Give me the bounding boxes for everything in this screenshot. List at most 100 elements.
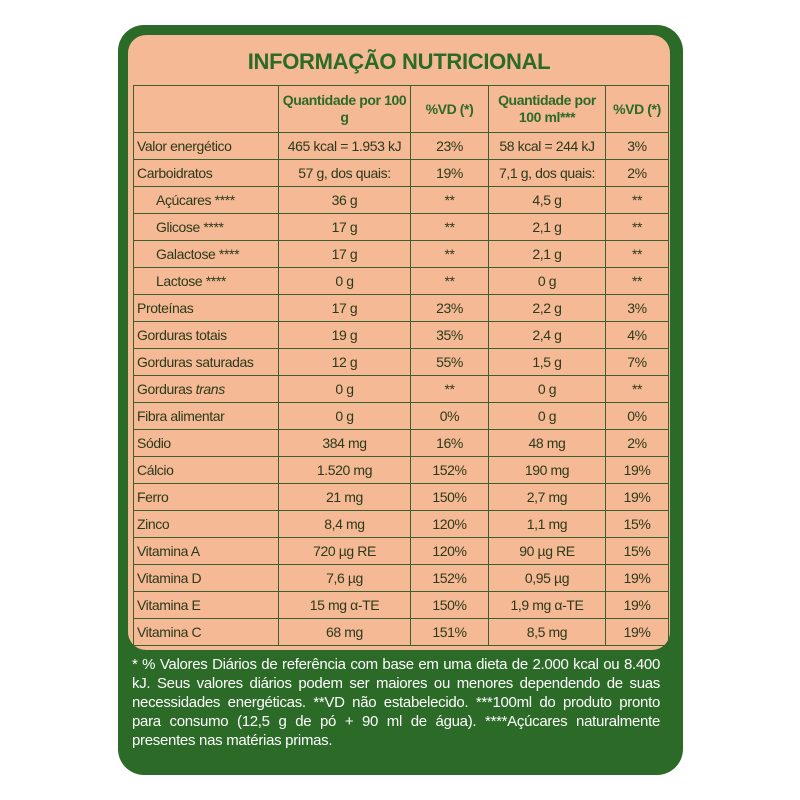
- value-cell: 0 g: [278, 267, 411, 295]
- value-cell: 15 mg α-TE: [278, 591, 411, 619]
- header-cell: %VD (*): [410, 85, 489, 133]
- value-cell: 1,5 g: [488, 348, 606, 376]
- label-italic: trans: [195, 381, 226, 397]
- row-label: Valor energético: [133, 132, 279, 160]
- value-cell: **: [410, 375, 489, 403]
- label-text: Gorduras: [137, 381, 193, 397]
- footnotes: * % Valores Diários de referência com ba…: [132, 655, 660, 750]
- table-row: Ferro 21 mg 150% 2,7 mg 19%: [133, 483, 669, 511]
- row-label: Vitamina C: [133, 618, 279, 646]
- value-cell: 16%: [410, 429, 489, 457]
- table-row: Vitamina D 7,6 µg 152% 0,95 µg 19%: [133, 564, 669, 592]
- label-text: Ferro: [137, 489, 169, 505]
- label-text: Fibra alimentar: [137, 408, 225, 424]
- header-cell: %VD (*): [605, 85, 669, 133]
- value-cell: 8,5 mg: [488, 618, 606, 646]
- value-cell: 3%: [605, 294, 669, 322]
- row-label: Gorduras saturadas: [133, 348, 279, 376]
- row-label: Ferro: [133, 483, 279, 511]
- title: INFORMAÇÃO NUTRICIONAL: [247, 49, 551, 74]
- table-row: Sódio 384 mg 16% 48 mg 2%: [133, 429, 669, 457]
- label-text: Zinco: [137, 516, 170, 532]
- row-label: Galactose ****: [133, 240, 279, 268]
- value-cell: **: [410, 186, 489, 214]
- label-text: Açúcares ****: [156, 192, 235, 208]
- table-row: Cálcio 1.520 mg 152% 190 mg 19%: [133, 456, 669, 484]
- value-cell: **: [605, 375, 669, 403]
- nutrition-table: Quantidade por 100 g %VD (*) Quantidade po…: [133, 85, 669, 646]
- label-text: Galactose ****: [156, 246, 240, 262]
- footnote: ****Açúcares naturalmente presentes nas …: [132, 713, 660, 749]
- value-cell: 384 mg: [278, 429, 411, 457]
- value-cell: 3%: [605, 132, 669, 160]
- table-row: Valor energético 465 kcal = 1.953 kJ 23% 58…: [133, 132, 669, 160]
- value-cell: 7,6 µg: [278, 564, 411, 592]
- row-label: Gorduras totais: [133, 321, 279, 349]
- value-cell: 2,1 g: [488, 213, 606, 241]
- value-cell: 19 g: [278, 321, 411, 349]
- value-cell: 19%: [605, 483, 669, 511]
- row-label: Fibra alimentar: [133, 402, 279, 430]
- value-cell: 21 mg: [278, 483, 411, 511]
- value-cell: 0,95 µg: [488, 564, 606, 592]
- value-cell: 720 µg RE: [278, 537, 411, 565]
- label-text: Sódio: [137, 435, 171, 451]
- value-cell: 17 g: [278, 240, 411, 268]
- value-cell: **: [605, 213, 669, 241]
- value-cell: 120%: [410, 510, 489, 538]
- value-cell: 4%: [605, 321, 669, 349]
- row-label: Proteínas: [133, 294, 279, 322]
- label-text: Glicose ****: [156, 219, 224, 235]
- table-row: Vitamina E 15 mg α-TE 150% 1,9 mg α-TE 19%: [133, 591, 669, 619]
- row-label: Vitamina D: [133, 564, 279, 592]
- value-cell: **: [605, 240, 669, 268]
- value-cell: **: [410, 267, 489, 295]
- table-row: Fibra alimentar 0 g 0% 0 g 0%: [133, 402, 669, 430]
- footnote: * % Valores Diários de referência com ba…: [132, 656, 660, 711]
- row-label: Sódio: [133, 429, 279, 457]
- value-cell: 465 kcal = 1.953 kJ: [278, 132, 411, 160]
- table-row: Carboidratos 57 g, dos quais: 19% 7,1 g, do…: [133, 159, 669, 187]
- value-cell: 2,1 g: [488, 240, 606, 268]
- value-cell: 57 g, dos quais:: [278, 159, 411, 187]
- label-text: Valor energético: [137, 138, 232, 154]
- table-row: Glicose **** 17 g ** 2,1 g **: [133, 213, 669, 241]
- value-cell: 152%: [410, 564, 489, 592]
- value-cell: 0 g: [278, 402, 411, 430]
- row-label: Vitamina E: [133, 591, 279, 619]
- label-text: Vitamina D: [137, 570, 202, 586]
- label-text: Cálcio: [137, 462, 174, 478]
- value-cell: 190 mg: [488, 456, 606, 484]
- value-cell: 2,2 g: [488, 294, 606, 322]
- value-cell: **: [410, 213, 489, 241]
- value-cell: 8,4 mg: [278, 510, 411, 538]
- value-cell: 48 mg: [488, 429, 606, 457]
- header-cell: Quantidade por 100 ml***: [488, 85, 606, 133]
- value-cell: 90 µg RE: [488, 537, 606, 565]
- value-cell: **: [605, 267, 669, 295]
- label-frame: INFORMAÇÃO NUTRICIONAL Quantidade por 10…: [118, 25, 683, 775]
- row-label: Lactose ****: [133, 267, 279, 295]
- value-cell: 151%: [410, 618, 489, 646]
- value-cell: 1,1 mg: [488, 510, 606, 538]
- value-cell: 150%: [410, 483, 489, 511]
- row-label: Gorduras trans: [133, 375, 279, 403]
- value-cell: 35%: [410, 321, 489, 349]
- value-cell: 17 g: [278, 294, 411, 322]
- label-text: Lactose ****: [156, 273, 226, 289]
- value-cell: 19%: [605, 591, 669, 619]
- value-cell: 4,5 g: [488, 186, 606, 214]
- label-text: Proteínas: [137, 300, 194, 316]
- table-body: Valor energético 465 kcal = 1.953 kJ 23% 58…: [133, 132, 669, 646]
- table-row: Gorduras trans 0 g ** 0 g **: [133, 375, 669, 403]
- value-cell: 23%: [410, 132, 489, 160]
- value-cell: 0 g: [488, 402, 606, 430]
- value-cell: 19%: [605, 456, 669, 484]
- value-cell: **: [410, 240, 489, 268]
- value-cell: 0%: [605, 402, 669, 430]
- value-cell: 55%: [410, 348, 489, 376]
- row-label: Zinco: [133, 510, 279, 538]
- table-row: Galactose **** 17 g ** 2,1 g **: [133, 240, 669, 268]
- row-label: Vitamina A: [133, 537, 279, 565]
- value-cell: 19%: [605, 618, 669, 646]
